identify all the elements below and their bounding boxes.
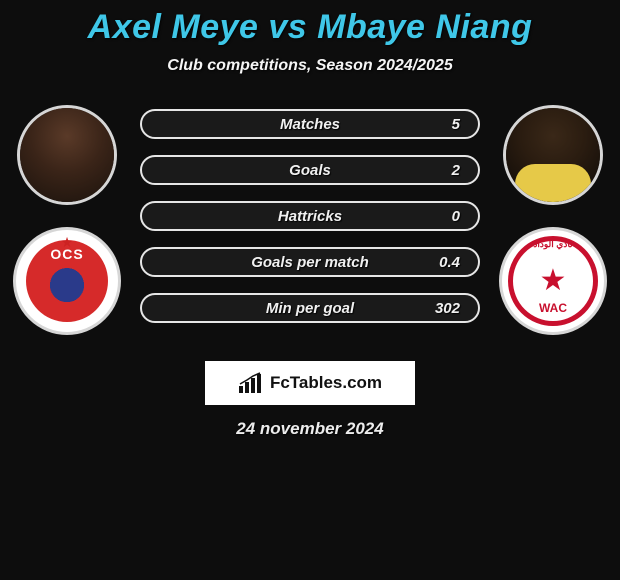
stat-row: Goals per match 0.4: [140, 247, 480, 277]
stat-label: Goals per match: [251, 254, 369, 271]
comparison-card: Axel Meye vs Mbaye Niang Club competitio…: [0, 0, 620, 439]
chart-icon: [238, 372, 264, 394]
stat-label: Hattricks: [278, 208, 342, 225]
content-row: ★ OCS Matches 5 Goals 2 Hattricks 0 Goal…: [0, 105, 620, 335]
brand-badge: FcTables.com: [205, 361, 415, 405]
stat-label: Matches: [280, 116, 340, 133]
stat-row: Matches 5: [140, 109, 480, 139]
page-title: Axel Meye vs Mbaye Niang: [0, 8, 620, 47]
club-left-badge: ★ OCS: [13, 227, 121, 335]
stat-value: 5: [452, 116, 460, 133]
stat-row: Goals 2: [140, 155, 480, 185]
date-label: 24 november 2024: [0, 419, 620, 439]
brand-name: FcTables.com: [270, 373, 382, 393]
club-right-abbrev: WAC: [513, 301, 593, 315]
left-column: ★ OCS: [12, 105, 122, 335]
stats-column: Matches 5 Goals 2 Hattricks 0 Goals per …: [140, 105, 480, 323]
club-left-logo: ★ OCS: [26, 240, 108, 322]
stat-value: 2: [452, 162, 460, 179]
player-left-image: [20, 108, 114, 202]
stat-value: 0: [452, 208, 460, 225]
stat-value: 302: [435, 300, 460, 317]
star-icon: ★: [540, 266, 567, 296]
star-icon: ★: [61, 234, 74, 251]
club-right-badge: نادي الوداد ★ WAC: [499, 227, 607, 335]
subtitle: Club competitions, Season 2024/2025: [0, 57, 620, 75]
stat-value: 0.4: [439, 254, 460, 271]
stat-label: Goals: [289, 162, 331, 179]
stat-row: Hattricks 0: [140, 201, 480, 231]
player-right-image: [506, 108, 600, 202]
club-right-arabic: نادي الوداد: [513, 239, 593, 250]
stat-label: Min per goal: [266, 300, 354, 317]
club-right-logo: نادي الوداد ★ WAC: [508, 236, 598, 326]
player-right-avatar: [503, 105, 603, 205]
right-column: نادي الوداد ★ WAC: [498, 105, 608, 335]
stat-row: Min per goal 302: [140, 293, 480, 323]
player-left-avatar: [17, 105, 117, 205]
